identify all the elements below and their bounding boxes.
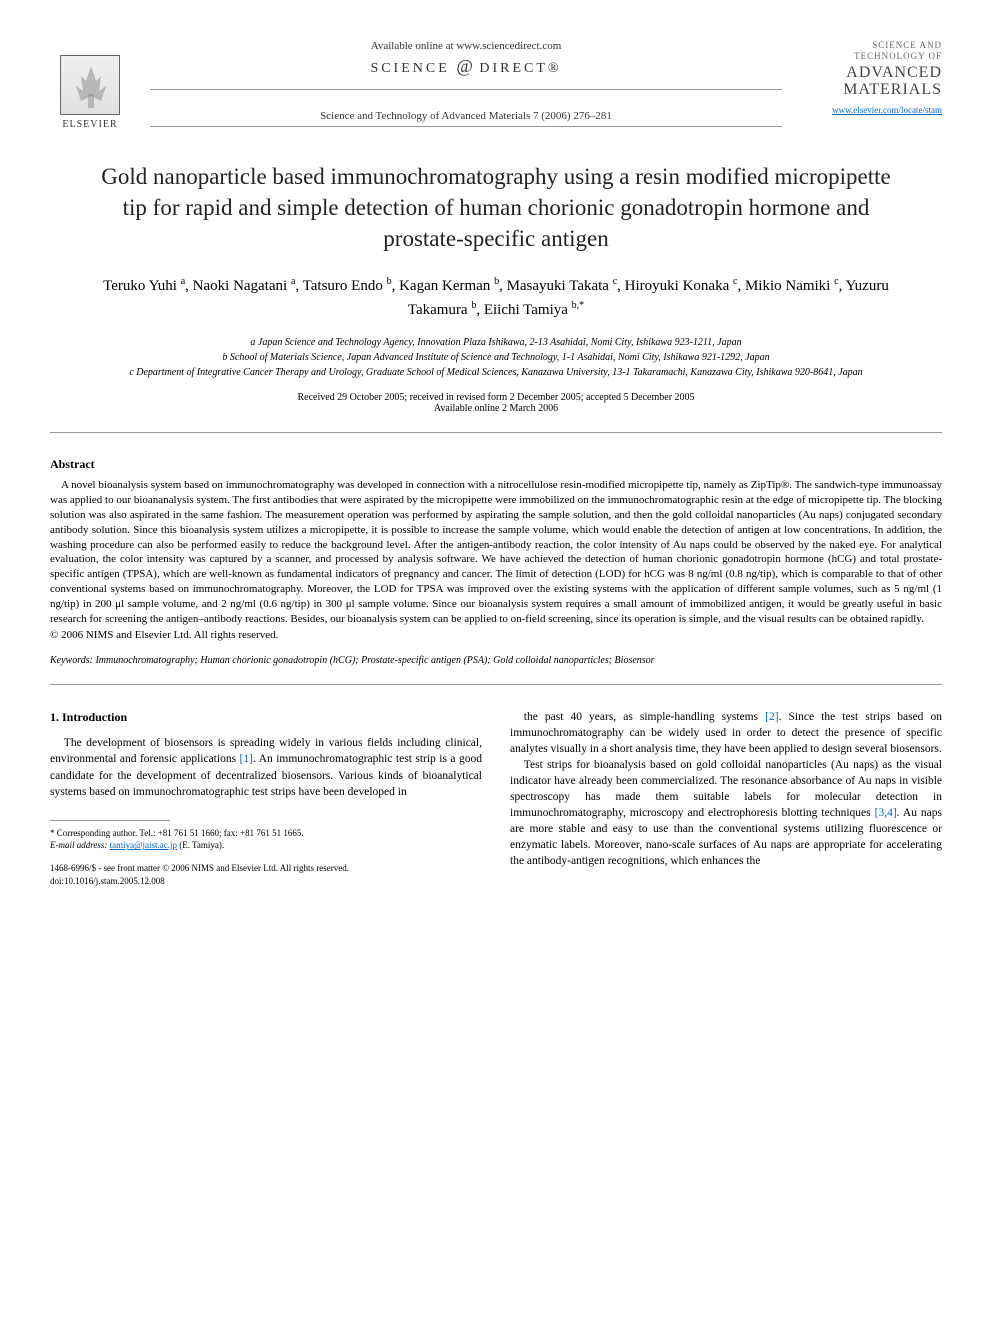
- science-direct-logo: SCIENCE @ DIRECT®: [150, 56, 782, 77]
- abstract-copyright: © 2006 NIMS and Elsevier Ltd. All rights…: [50, 629, 942, 641]
- article-dates: Received 29 October 2005; received in re…: [50, 392, 942, 414]
- intro-paragraph-2: the past 40 years, as simple-handling sy…: [510, 709, 942, 757]
- corresponding-author-footnote: * Corresponding author. Tel.: +81 761 51…: [50, 827, 482, 852]
- header-center: Available online at www.sciencedirect.co…: [130, 40, 802, 131]
- elsevier-label: ELSEVIER: [62, 119, 117, 130]
- left-column: 1. Introduction The development of biose…: [50, 709, 482, 888]
- article-title: Gold nanoparticle based immunochromatogr…: [90, 161, 902, 254]
- elsevier-tree-icon: [60, 55, 120, 115]
- science-direct-at-icon: @: [456, 56, 473, 76]
- header-divider-top: [150, 89, 782, 90]
- affiliation-a: a Japan Science and Technology Agency, I…: [90, 335, 902, 350]
- science-direct-prefix: SCIENCE: [370, 61, 449, 76]
- received-date: Received 29 October 2005; received in re…: [50, 392, 942, 403]
- intro-paragraph-1: The development of biosensors is spreadi…: [50, 735, 482, 799]
- journal-logo-subtitle: SCIENCE AND TECHNOLOGY OF: [802, 40, 942, 62]
- science-direct-suffix: DIRECT®: [479, 61, 561, 76]
- affiliation-b: b School of Materials Science, Japan Adv…: [90, 350, 902, 365]
- ref-link-3-4[interactable]: [3,4]: [875, 807, 897, 819]
- email-link[interactable]: tamiya@jaist.ac.jp: [110, 840, 177, 850]
- header-divider-bottom: [150, 126, 782, 127]
- corresponding-author-line: * Corresponding author. Tel.: +81 761 51…: [50, 827, 482, 840]
- abstract-section: Abstract A novel bioanalysis system base…: [50, 457, 942, 640]
- footnote-divider: [50, 820, 170, 821]
- intro-paragraph-3: Test strips for bioanalysis based on gol…: [510, 757, 942, 870]
- keywords-line: Keywords: Immunochromatography; Human ch…: [50, 655, 942, 666]
- journal-reference: Science and Technology of Advanced Mater…: [150, 110, 782, 122]
- keywords-label: Keywords:: [50, 655, 93, 666]
- ref-link-2[interactable]: [2]: [765, 711, 778, 723]
- available-date: Available online 2 March 2006: [50, 403, 942, 414]
- corresponding-email-line: E-mail address: tamiya@jaist.ac.jp (E. T…: [50, 839, 482, 852]
- available-online-text: Available online at www.sciencedirect.co…: [150, 40, 782, 52]
- affiliations-block: a Japan Science and Technology Agency, I…: [90, 335, 902, 380]
- right-column: the past 40 years, as simple-handling sy…: [510, 709, 942, 888]
- email-author-suffix: (E. Tamiya).: [179, 840, 224, 850]
- abstract-body: A novel bioanalysis system based on immu…: [50, 478, 942, 626]
- body-columns: 1. Introduction The development of biose…: [50, 709, 942, 888]
- doi-line: doi:10.1016/j.stam.2005.12.008: [50, 875, 482, 888]
- affiliation-c: c Department of Integrative Cancer Thera…: [90, 365, 902, 380]
- keywords-bottom-divider: [50, 684, 942, 685]
- journal-logo: SCIENCE AND TECHNOLOGY OF ADVANCED MATER…: [802, 40, 942, 115]
- abstract-heading: Abstract: [50, 457, 942, 472]
- authors-list: Teruko Yuhi a, Naoki Nagatani a, Tatsuro…: [90, 274, 902, 321]
- page-header: ELSEVIER Available online at www.science…: [50, 40, 942, 131]
- keywords-text: Immunochromatography; Human chorionic go…: [95, 655, 654, 666]
- ref-link-1[interactable]: [1]: [240, 753, 253, 765]
- footer-meta: 1468-6996/$ - see front matter © 2006 NI…: [50, 862, 482, 887]
- journal-url-link[interactable]: www.elsevier.com/locate/stam: [802, 105, 942, 115]
- journal-logo-title: ADVANCED MATERIALS: [802, 64, 942, 99]
- elsevier-logo: ELSEVIER: [50, 40, 130, 130]
- introduction-heading: 1. Introduction: [50, 709, 482, 726]
- abstract-top-divider: [50, 432, 942, 433]
- email-label: E-mail address:: [50, 840, 107, 850]
- issn-copyright: 1468-6996/$ - see front matter © 2006 NI…: [50, 862, 482, 875]
